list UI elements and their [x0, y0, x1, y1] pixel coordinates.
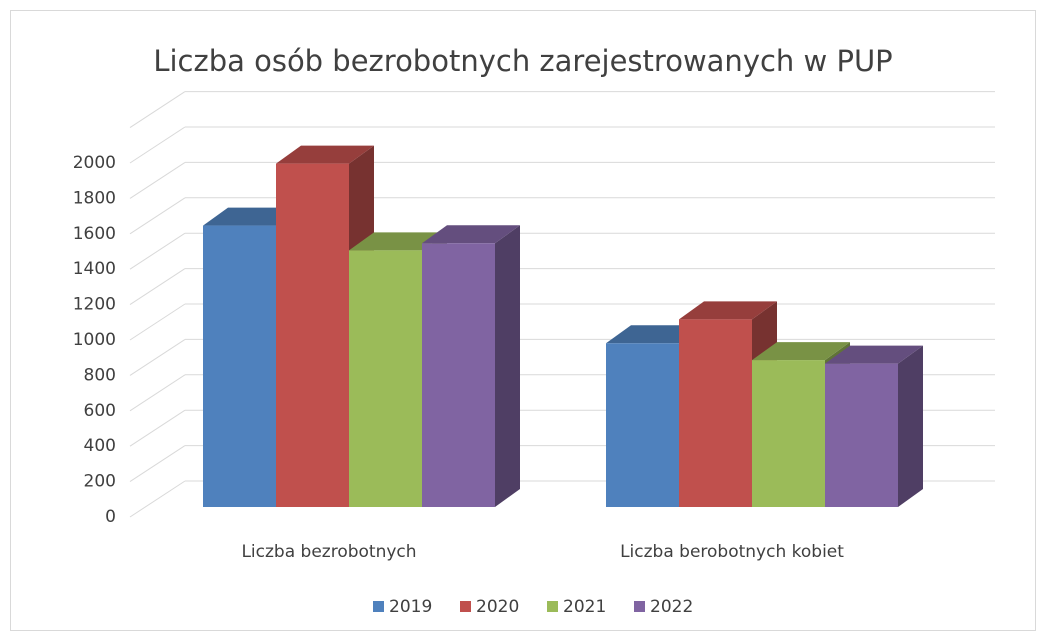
grid-line: [129, 480, 186, 518]
y-tick-label: 800: [84, 365, 116, 385]
y-tick-label: 1400: [73, 259, 116, 279]
grid-line: [129, 445, 186, 483]
bar-front: [679, 319, 752, 507]
legend-label: 2019: [389, 597, 432, 617]
bar-front: [825, 363, 898, 507]
x-tick-label: Liczba berobotnych kobiet: [620, 542, 844, 562]
y-tick-label: 0: [105, 507, 116, 527]
y-tick-label: 600: [84, 401, 116, 421]
bar-top: [825, 345, 923, 364]
y-tick-label: 1800: [73, 188, 116, 208]
grid-line: [129, 374, 186, 412]
bar-front: [752, 360, 825, 507]
grid-line: [129, 409, 186, 447]
y-tick-label: 400: [84, 436, 116, 456]
bar-front: [203, 225, 276, 507]
y-tick-label: 200: [84, 472, 116, 492]
y-tick-label: 1200: [73, 295, 116, 315]
grid-line: [129, 126, 186, 164]
chart-title: Liczba osób bezrobotnych zarejestrowanyc…: [153, 44, 892, 78]
bar-top: [422, 225, 520, 244]
grid-line: [129, 338, 186, 376]
legend-swatch: [634, 601, 645, 612]
grid-line: [129, 197, 186, 235]
bar-top: [752, 342, 850, 361]
legend-swatch: [460, 601, 471, 612]
bar-side: [898, 345, 923, 507]
bar-front: [349, 250, 422, 507]
grid-line: [129, 268, 186, 306]
legend-label: 2022: [650, 597, 693, 617]
grid-line: [129, 232, 186, 270]
grid-line: [129, 303, 186, 341]
bar-top: [679, 301, 777, 320]
bar-front: [606, 343, 679, 507]
chart-border: [10, 10, 1036, 631]
legend-label: 2020: [476, 597, 519, 617]
bar: [825, 345, 923, 507]
y-tick-label: 1000: [73, 330, 116, 350]
bar-front: [422, 243, 495, 507]
y-tick-label: 2000: [73, 153, 116, 173]
bar-front: [276, 163, 349, 507]
bar: [422, 225, 520, 507]
legend-swatch: [373, 601, 384, 612]
bar-side: [495, 225, 520, 507]
x-tick-label: Liczba bezrobotnych: [241, 542, 416, 562]
y-tick-label: 1600: [73, 224, 116, 244]
bar-top: [276, 145, 374, 164]
grid-line: [129, 91, 186, 129]
legend-swatch: [547, 601, 558, 612]
legend-label: 2021: [563, 597, 606, 617]
grid-line: [129, 161, 186, 199]
